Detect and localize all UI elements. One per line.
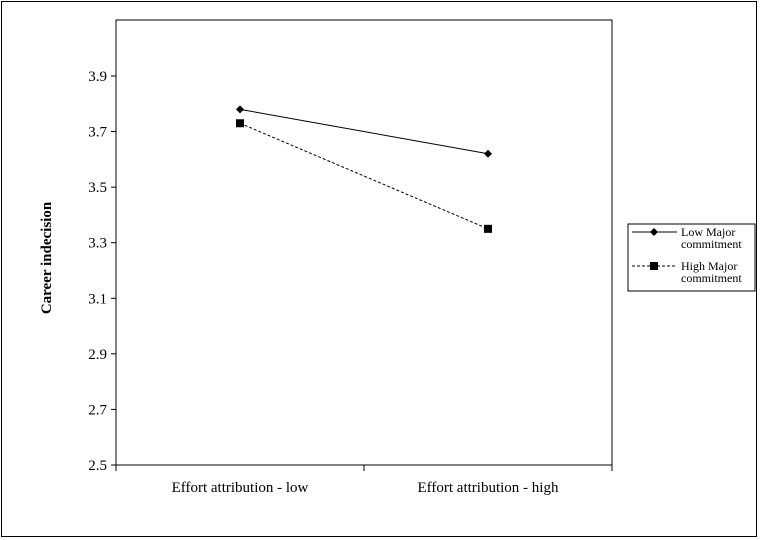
y-tick-label: 3.1	[88, 291, 107, 307]
y-axis-ticks: 2.5 2.7 2.9 3.1 3.3 3.5 3.7 3.9	[88, 69, 116, 474]
legend-label: commitment	[681, 271, 742, 285]
y-axis-title: Career indecision	[39, 201, 55, 314]
x-category-label: Effort attribution - low	[172, 480, 309, 496]
data-point-marker	[236, 105, 244, 114]
y-tick-label: 2.9	[88, 347, 107, 363]
series-1	[236, 105, 492, 158]
series-line	[239, 108, 489, 155]
series-group	[236, 105, 492, 233]
y-tick-label: 3.9	[88, 69, 107, 85]
legend-label: High Major	[681, 259, 737, 273]
legend-label: Low Major	[681, 225, 735, 239]
data-point-marker	[484, 149, 492, 158]
series-2	[236, 119, 492, 233]
plot-area	[115, 19, 613, 466]
data-point-marker	[236, 119, 244, 128]
x-axis-ticks: Effort attribution - low Effort attributi…	[115, 465, 613, 496]
y-tick-label: 3.3	[88, 236, 107, 252]
data-point-marker	[484, 224, 492, 233]
y-tick-label: 2.7	[88, 402, 107, 418]
legend-box	[627, 223, 756, 292]
y-tick-label: 2.5	[88, 458, 107, 474]
legend-swatch-marker	[650, 228, 658, 236]
legend-swatch-marker	[650, 262, 658, 270]
x-category-label: Effort attribution - high	[418, 480, 559, 496]
y-tick-label: 3.7	[88, 125, 107, 141]
legend-label: commitment	[681, 237, 742, 251]
y-tick-label: 3.5	[88, 180, 107, 196]
